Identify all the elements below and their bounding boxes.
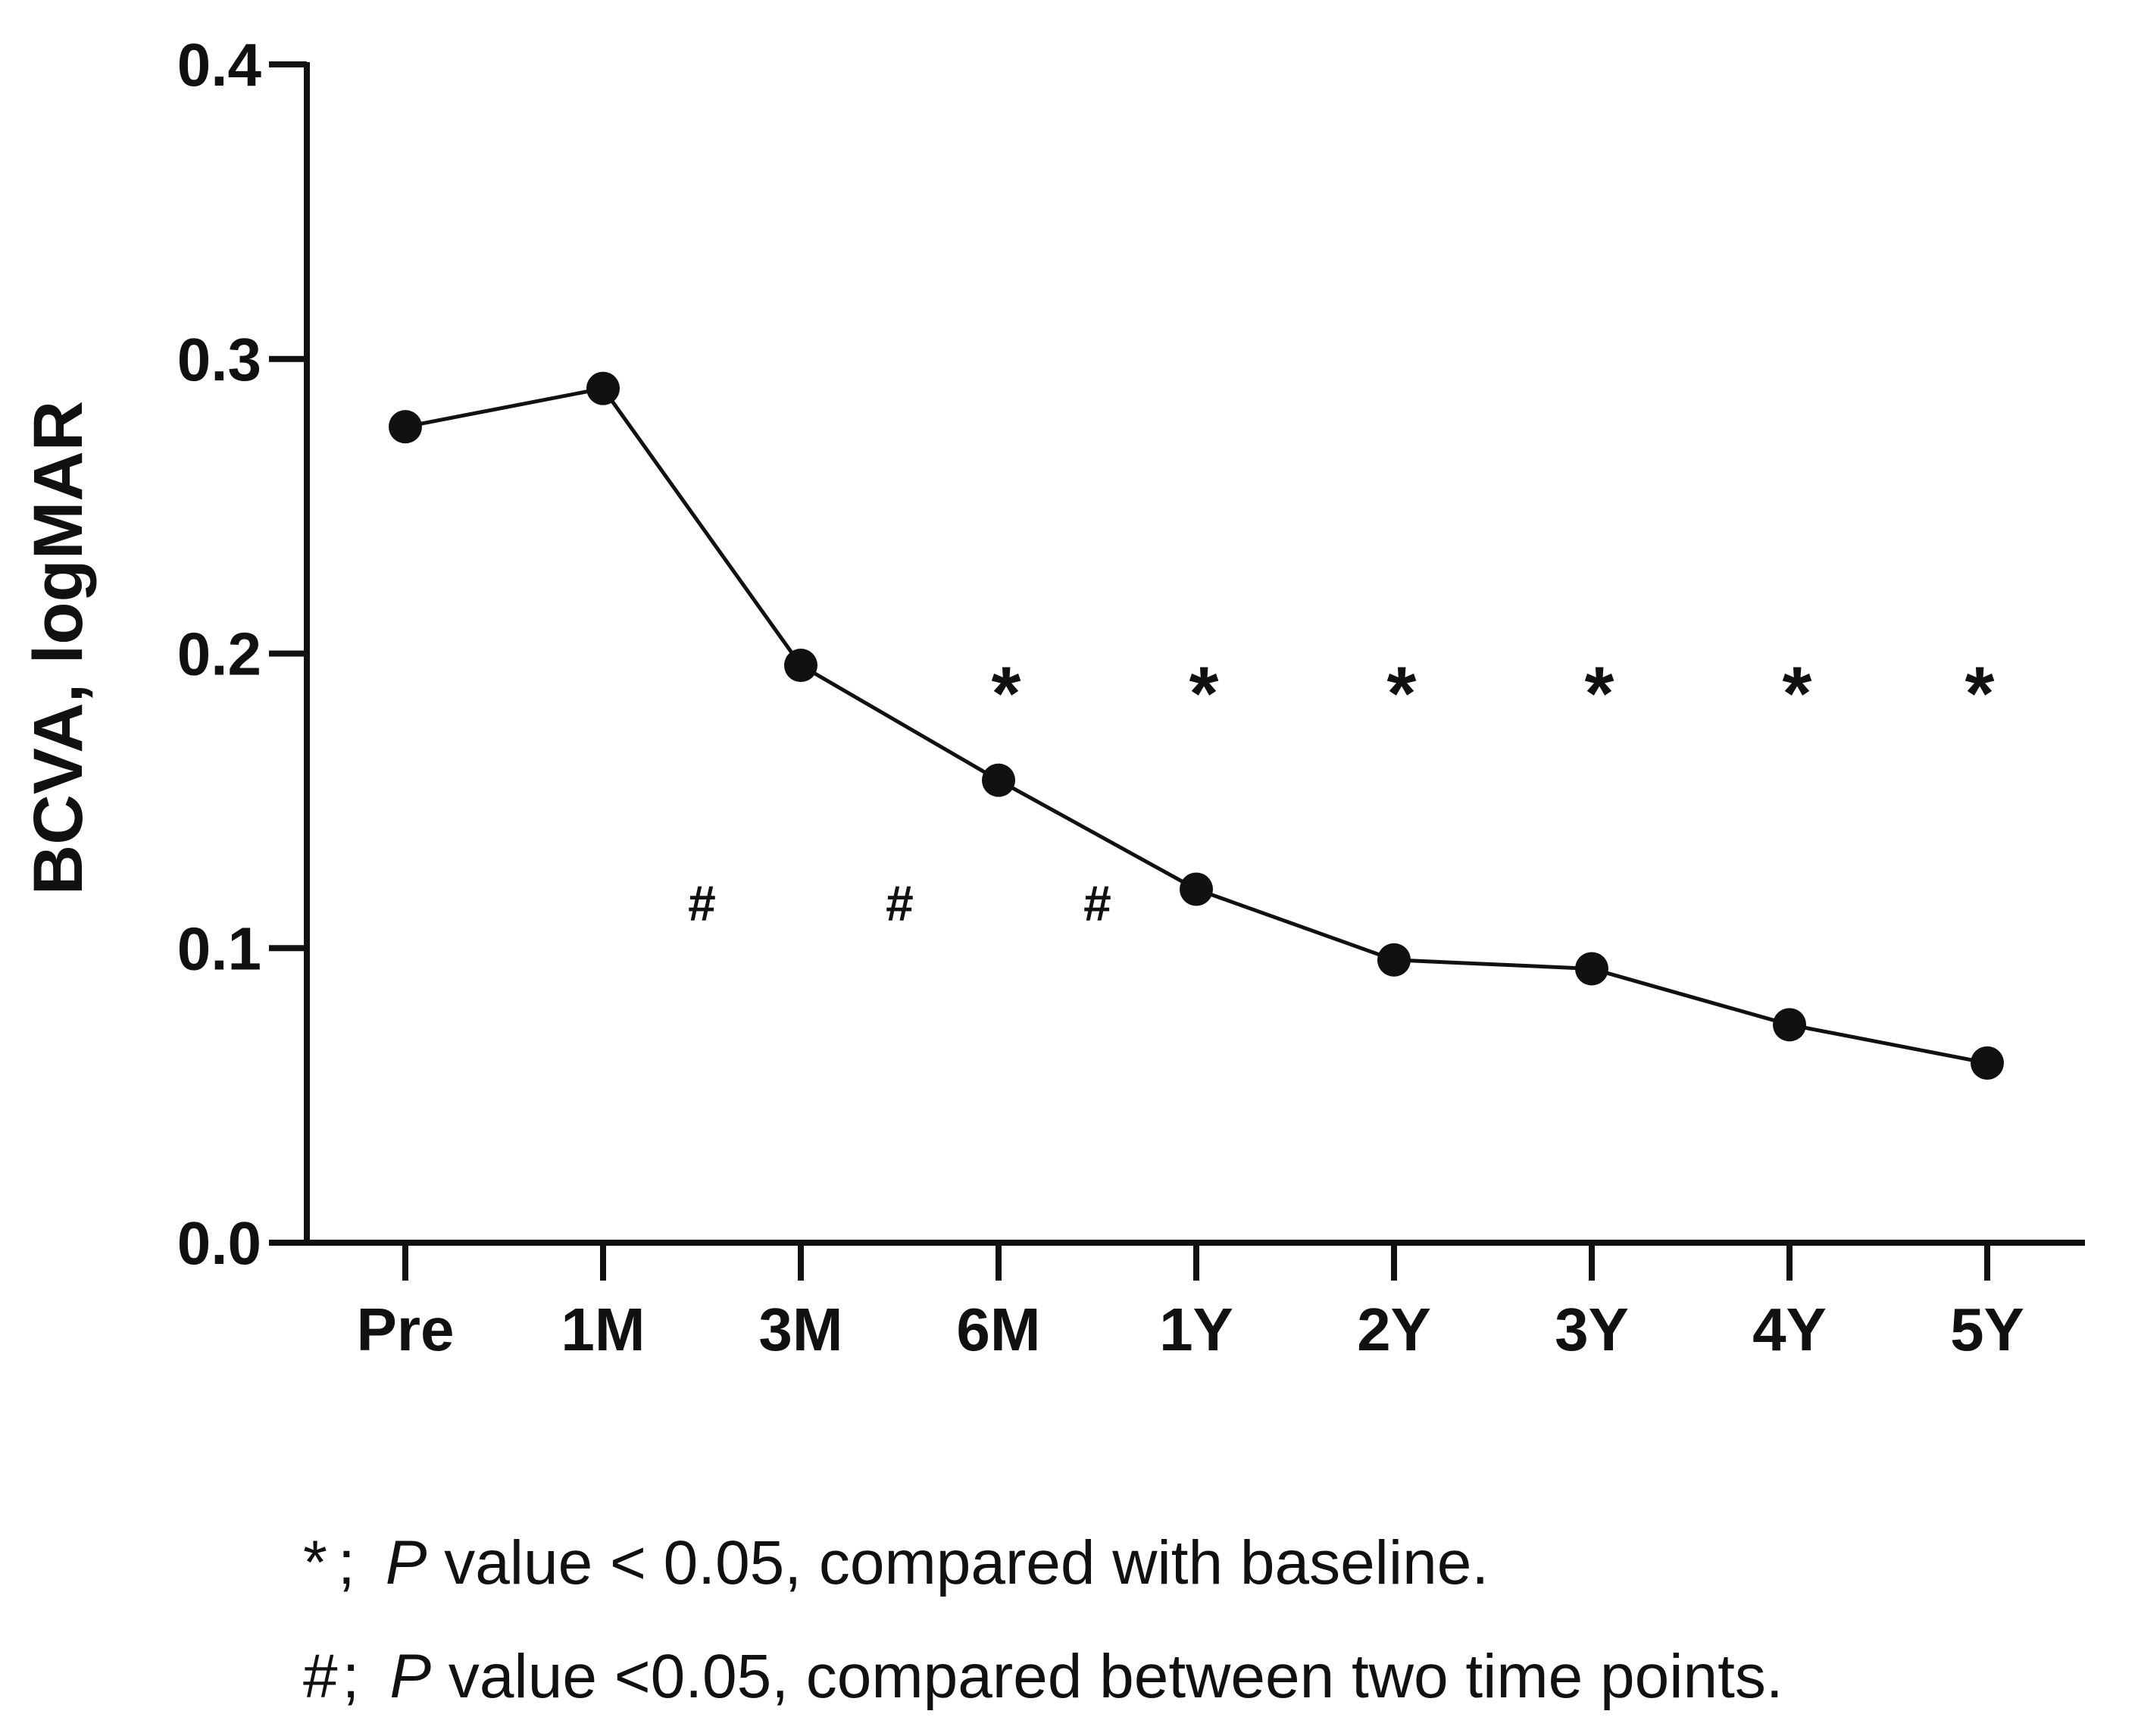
x-tick-label: 1M: [561, 1296, 645, 1363]
tick-labels: 0.0 0.1 0.2 0.3 0.4 Pre 1M 3M 6M 1Y 2Y 3Y 4Y 5Y: [177, 31, 2024, 1363]
data-point: [1971, 1046, 2004, 1080]
data-point: [982, 763, 1015, 797]
data-series: [389, 371, 2004, 1080]
star-annotation: *: [1387, 651, 1417, 736]
legend-star-symbol: *: [303, 1528, 327, 1597]
hash-annotation: #: [1083, 875, 1111, 931]
y-tick-label: 0.3: [177, 326, 261, 393]
y-tick-label: 0.4: [177, 31, 262, 99]
legend-star-separator: ;: [338, 1528, 355, 1597]
legend-hash-line: #; P value <0.05, compared between two ti…: [303, 1642, 1783, 1711]
data-point: [1773, 1008, 1806, 1042]
data-point: [389, 410, 422, 444]
x-tick-label: 4Y: [1752, 1296, 1827, 1363]
hash-annotation: #: [886, 875, 914, 931]
x-tick-label: 3M: [758, 1296, 842, 1363]
legend-star-p: P: [386, 1528, 427, 1597]
data-point: [784, 649, 817, 683]
x-tick-label: 1Y: [1159, 1296, 1233, 1363]
x-tick-label: 6M: [956, 1296, 1040, 1363]
legend-hash-separator: ;: [342, 1642, 360, 1711]
data-point: [1575, 952, 1608, 986]
star-annotation: *: [1585, 651, 1614, 736]
legend-hash-text: value <0.05, compared between two time p…: [431, 1642, 1783, 1711]
hash-annotation: #: [688, 875, 716, 931]
y-tick-label: 0.2: [177, 621, 261, 688]
legend: *; P value < 0.05, compared with baseline…: [303, 1528, 1783, 1711]
significance-annotations: * * * * * * # # #: [688, 651, 1994, 931]
star-annotation: *: [1189, 651, 1219, 736]
legend-hash-symbol: #: [303, 1642, 338, 1711]
y-tick-label: 0.1: [177, 915, 261, 982]
y-tick-label: 0.0: [177, 1209, 261, 1277]
x-tick-label: Pre: [357, 1296, 455, 1363]
axes: [269, 61, 2085, 1281]
star-annotation: *: [1965, 651, 1995, 736]
y-axis-title: BCVA, logMAR: [20, 401, 97, 895]
legend-hash-p: P: [389, 1642, 431, 1711]
star-annotation: *: [1783, 651, 1812, 736]
x-tick-label: 5Y: [1950, 1296, 2024, 1363]
legend-star-text: value < 0.05, compared with baseline.: [427, 1528, 1489, 1597]
x-tick-label: 3Y: [1555, 1296, 1629, 1363]
x-tick-label: 2Y: [1357, 1296, 1431, 1363]
legend-star-line: *; P value < 0.05, compared with baseline…: [303, 1528, 1489, 1597]
star-annotation: *: [992, 651, 1021, 736]
data-point: [1377, 943, 1411, 977]
data-point: [1180, 872, 1213, 906]
data-point: [586, 371, 620, 405]
